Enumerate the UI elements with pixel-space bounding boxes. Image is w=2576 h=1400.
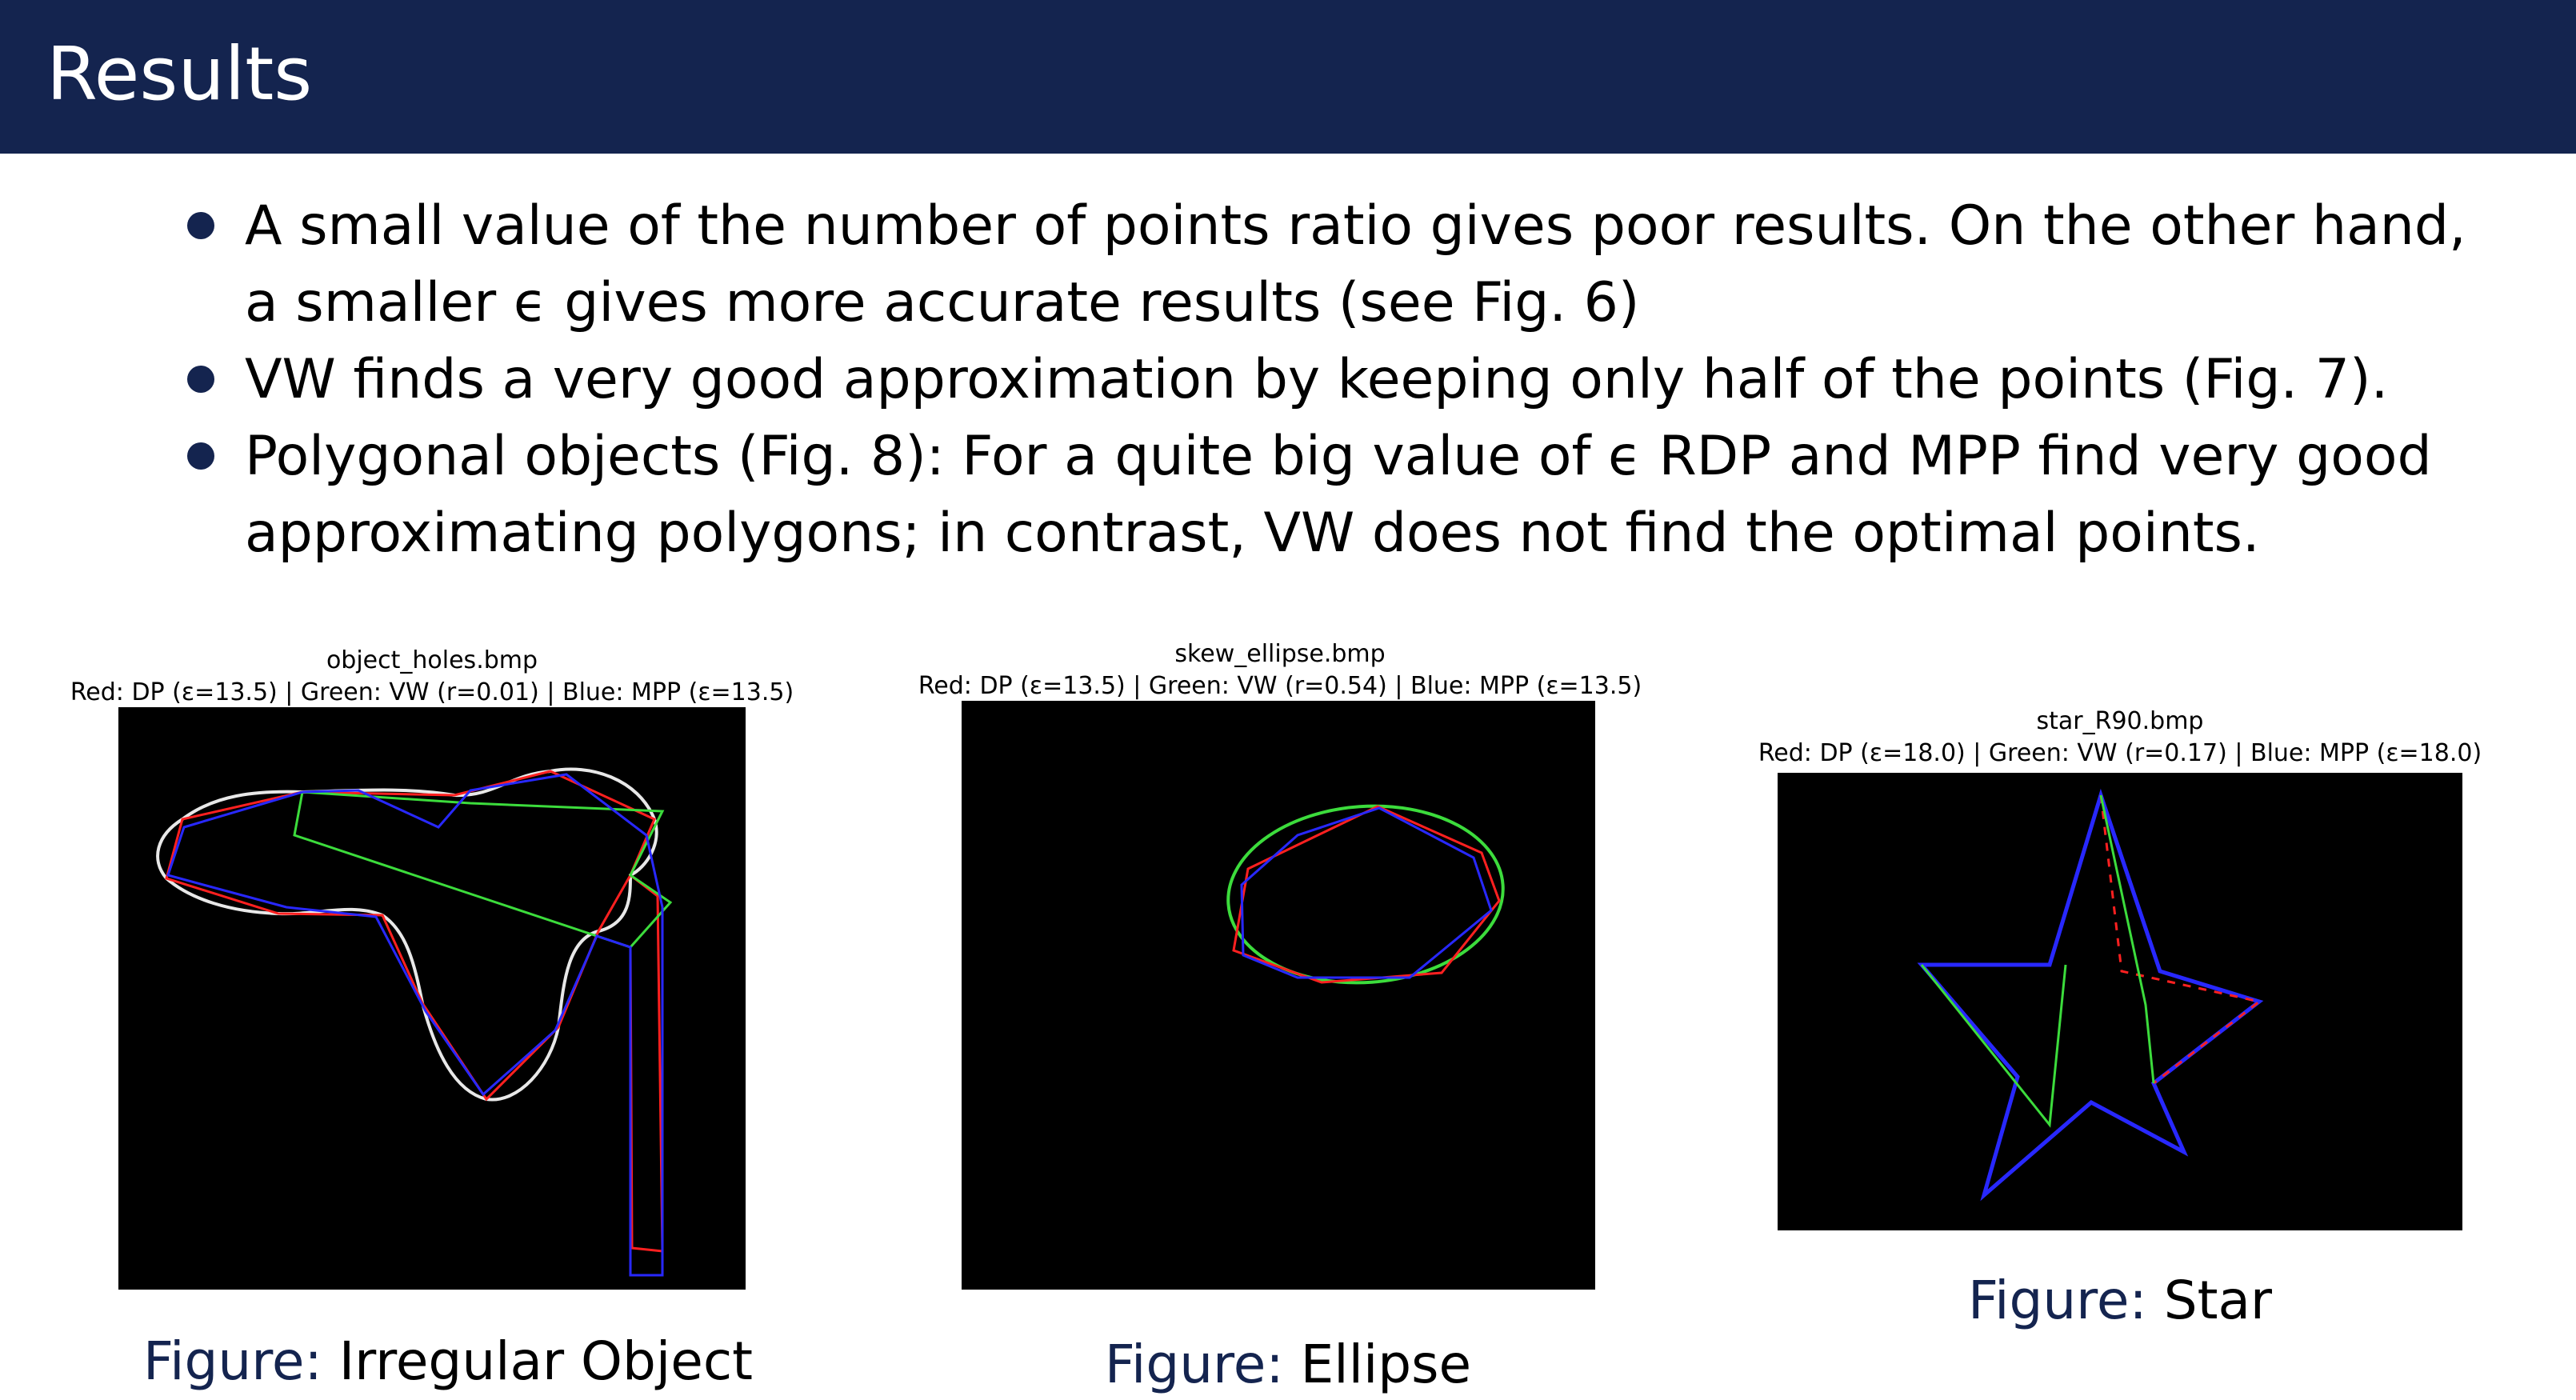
figure-1-caption-text: Irregular Object bbox=[338, 1330, 754, 1392]
figure-2-image bbox=[962, 701, 1595, 1290]
figure-2-filename: skew_ellipse.bmp bbox=[1174, 640, 1386, 668]
figure-3-caption-text: Star bbox=[2163, 1270, 2273, 1331]
star-plot bbox=[1917, 788, 2264, 1202]
bullet-icon bbox=[187, 442, 214, 470]
figure-3-image bbox=[1778, 773, 2462, 1230]
bullet-item: A small value of the number of points ra… bbox=[184, 188, 2472, 342]
figure-1-image bbox=[118, 707, 746, 1290]
figure-3-legend: Red: DP (ε=18.0) | Green: VW (r=0.17) | … bbox=[1758, 739, 2482, 767]
bullet-text: VW finds a very good approximation by ke… bbox=[245, 348, 2389, 411]
figure-1-plot-title: object_holes.bmp Red: DP (ε=13.5) | Gree… bbox=[64, 645, 800, 709]
header-bar: Results bbox=[0, 0, 2576, 154]
figure-1-caption: Figure: Irregular Object bbox=[128, 1330, 768, 1394]
figure-3-filename: star_R90.bmp bbox=[2036, 707, 2204, 735]
vw-polyline bbox=[293, 790, 673, 949]
irregular-object-plot bbox=[156, 767, 673, 1277]
figure-1-legend: Red: DP (ε=13.5) | Green: VW (r=0.01) | … bbox=[70, 678, 794, 706]
figure-3-plot-title: star_R90.bmp Red: DP (ε=18.0) | Green: V… bbox=[1736, 706, 2504, 770]
bullet-text: Polygonal objects (Fig. 8): For a quite … bbox=[245, 425, 2432, 565]
figure-1-caption-prefix: Figure: bbox=[142, 1330, 322, 1392]
bullet-item: VW finds a very good approximation by ke… bbox=[184, 342, 2472, 418]
figure-1-filename: object_holes.bmp bbox=[326, 646, 538, 674]
dp-segments bbox=[2099, 794, 2262, 1085]
mpp-star bbox=[1917, 788, 2264, 1202]
mpp-polygon bbox=[1240, 806, 1493, 979]
bullet-list: A small value of the number of points ra… bbox=[184, 188, 2472, 572]
figure-3-caption-prefix: Figure: bbox=[1967, 1270, 2147, 1331]
ellipse-plot bbox=[1226, 804, 1505, 985]
bullet-icon bbox=[187, 366, 214, 393]
vw-ellipse bbox=[1226, 804, 1505, 985]
figure-2-legend: Red: DP (ε=13.5) | Green: VW (r=0.54) | … bbox=[918, 672, 1642, 700]
original-contour bbox=[156, 767, 658, 1102]
bullet-item: Polygonal objects (Fig. 8): For a quite … bbox=[184, 418, 2472, 572]
figure-2-plot-title: skew_ellipse.bmp Red: DP (ε=13.5) | Gree… bbox=[912, 638, 1648, 702]
dp-polyline-arm bbox=[629, 874, 664, 1253]
vw-segments-right bbox=[2099, 794, 2155, 1084]
figure-3-caption: Figure: Star bbox=[1760, 1269, 2480, 1333]
figure-2-caption-text: Ellipse bbox=[1300, 1334, 1472, 1395]
dp-polyline bbox=[165, 770, 656, 1102]
figure-2-caption: Figure: Ellipse bbox=[960, 1333, 1616, 1397]
bullet-icon bbox=[187, 212, 214, 239]
slide-title: Results bbox=[46, 31, 313, 117]
bullet-text: A small value of the number of points ra… bbox=[245, 194, 2466, 334]
vw-segments bbox=[1920, 964, 2067, 1128]
figure-2-caption-prefix: Figure: bbox=[1104, 1334, 1284, 1395]
mpp-polyline bbox=[166, 773, 664, 1277]
